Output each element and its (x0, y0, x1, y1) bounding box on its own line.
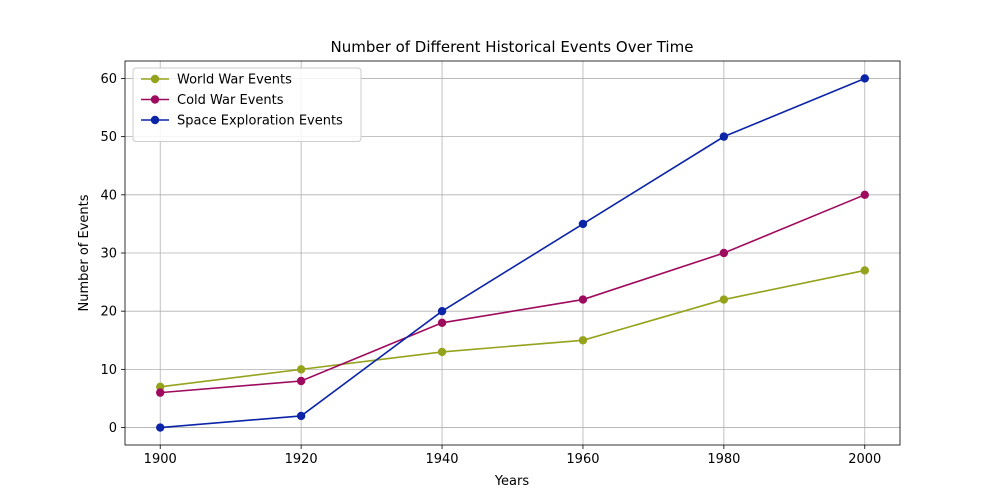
legend-label: Space Exploration Events (177, 114, 343, 129)
data-point (296, 376, 306, 386)
data-point (437, 306, 447, 316)
x-tick-label: 1980 (707, 452, 740, 467)
data-point (296, 365, 306, 374)
legend-item: World War Events (141, 73, 292, 88)
data-point (156, 382, 165, 392)
legend-swatch-marker (150, 74, 160, 84)
legend-item: Cold War Events (141, 93, 284, 108)
series-world-war-events (156, 266, 869, 392)
data-point (860, 266, 869, 275)
x-tick-label: 1960 (566, 452, 599, 467)
y-tick-label: 20 (100, 305, 117, 320)
legend-label: World War Events (177, 73, 292, 88)
x-tick-label: 1940 (425, 452, 458, 467)
legend-item: Space Exploration Events (141, 114, 343, 129)
x-tick-label: 1920 (285, 452, 318, 467)
x-axis-label: Years (494, 474, 530, 489)
y-tick-label: 50 (100, 130, 117, 145)
legend-label: Cold War Events (177, 93, 284, 108)
x-tick-label: 1900 (144, 452, 177, 467)
data-point (860, 190, 869, 200)
data-point (437, 347, 447, 357)
series-line (160, 194, 866, 394)
chart-title: Number of Different Historical Events Ov… (331, 38, 694, 56)
legend: World War Events Cold War Events Space Exp… (132, 67, 362, 142)
data-point (860, 74, 869, 83)
data-point (156, 423, 165, 432)
series-line (160, 269, 865, 388)
data-point (578, 295, 588, 304)
legend-frame (132, 67, 362, 142)
y-tick-label: 10 (100, 363, 117, 378)
y-tick-label: 60 (100, 72, 117, 87)
y-tick-label: 40 (100, 188, 117, 203)
data-point (156, 388, 165, 397)
data-point (296, 411, 306, 421)
data-point (578, 336, 588, 345)
data-point (437, 318, 447, 328)
x-tick-label: 2000 (848, 452, 881, 467)
y-tick-label: 0 (109, 421, 117, 436)
series-cold-war-events (156, 190, 869, 397)
plot-area-frame (124, 60, 901, 446)
data-point (719, 295, 729, 304)
data-point (719, 132, 729, 141)
y-axis-label: Number of Events (77, 194, 92, 311)
legend-swatch-marker (150, 115, 160, 125)
data-point (719, 248, 729, 258)
data-point (578, 219, 588, 229)
series-space-exploration-events (156, 74, 869, 432)
series-line (160, 77, 866, 429)
legend-swatch-marker (150, 95, 160, 104)
y-tick-label: 30 (100, 247, 117, 262)
